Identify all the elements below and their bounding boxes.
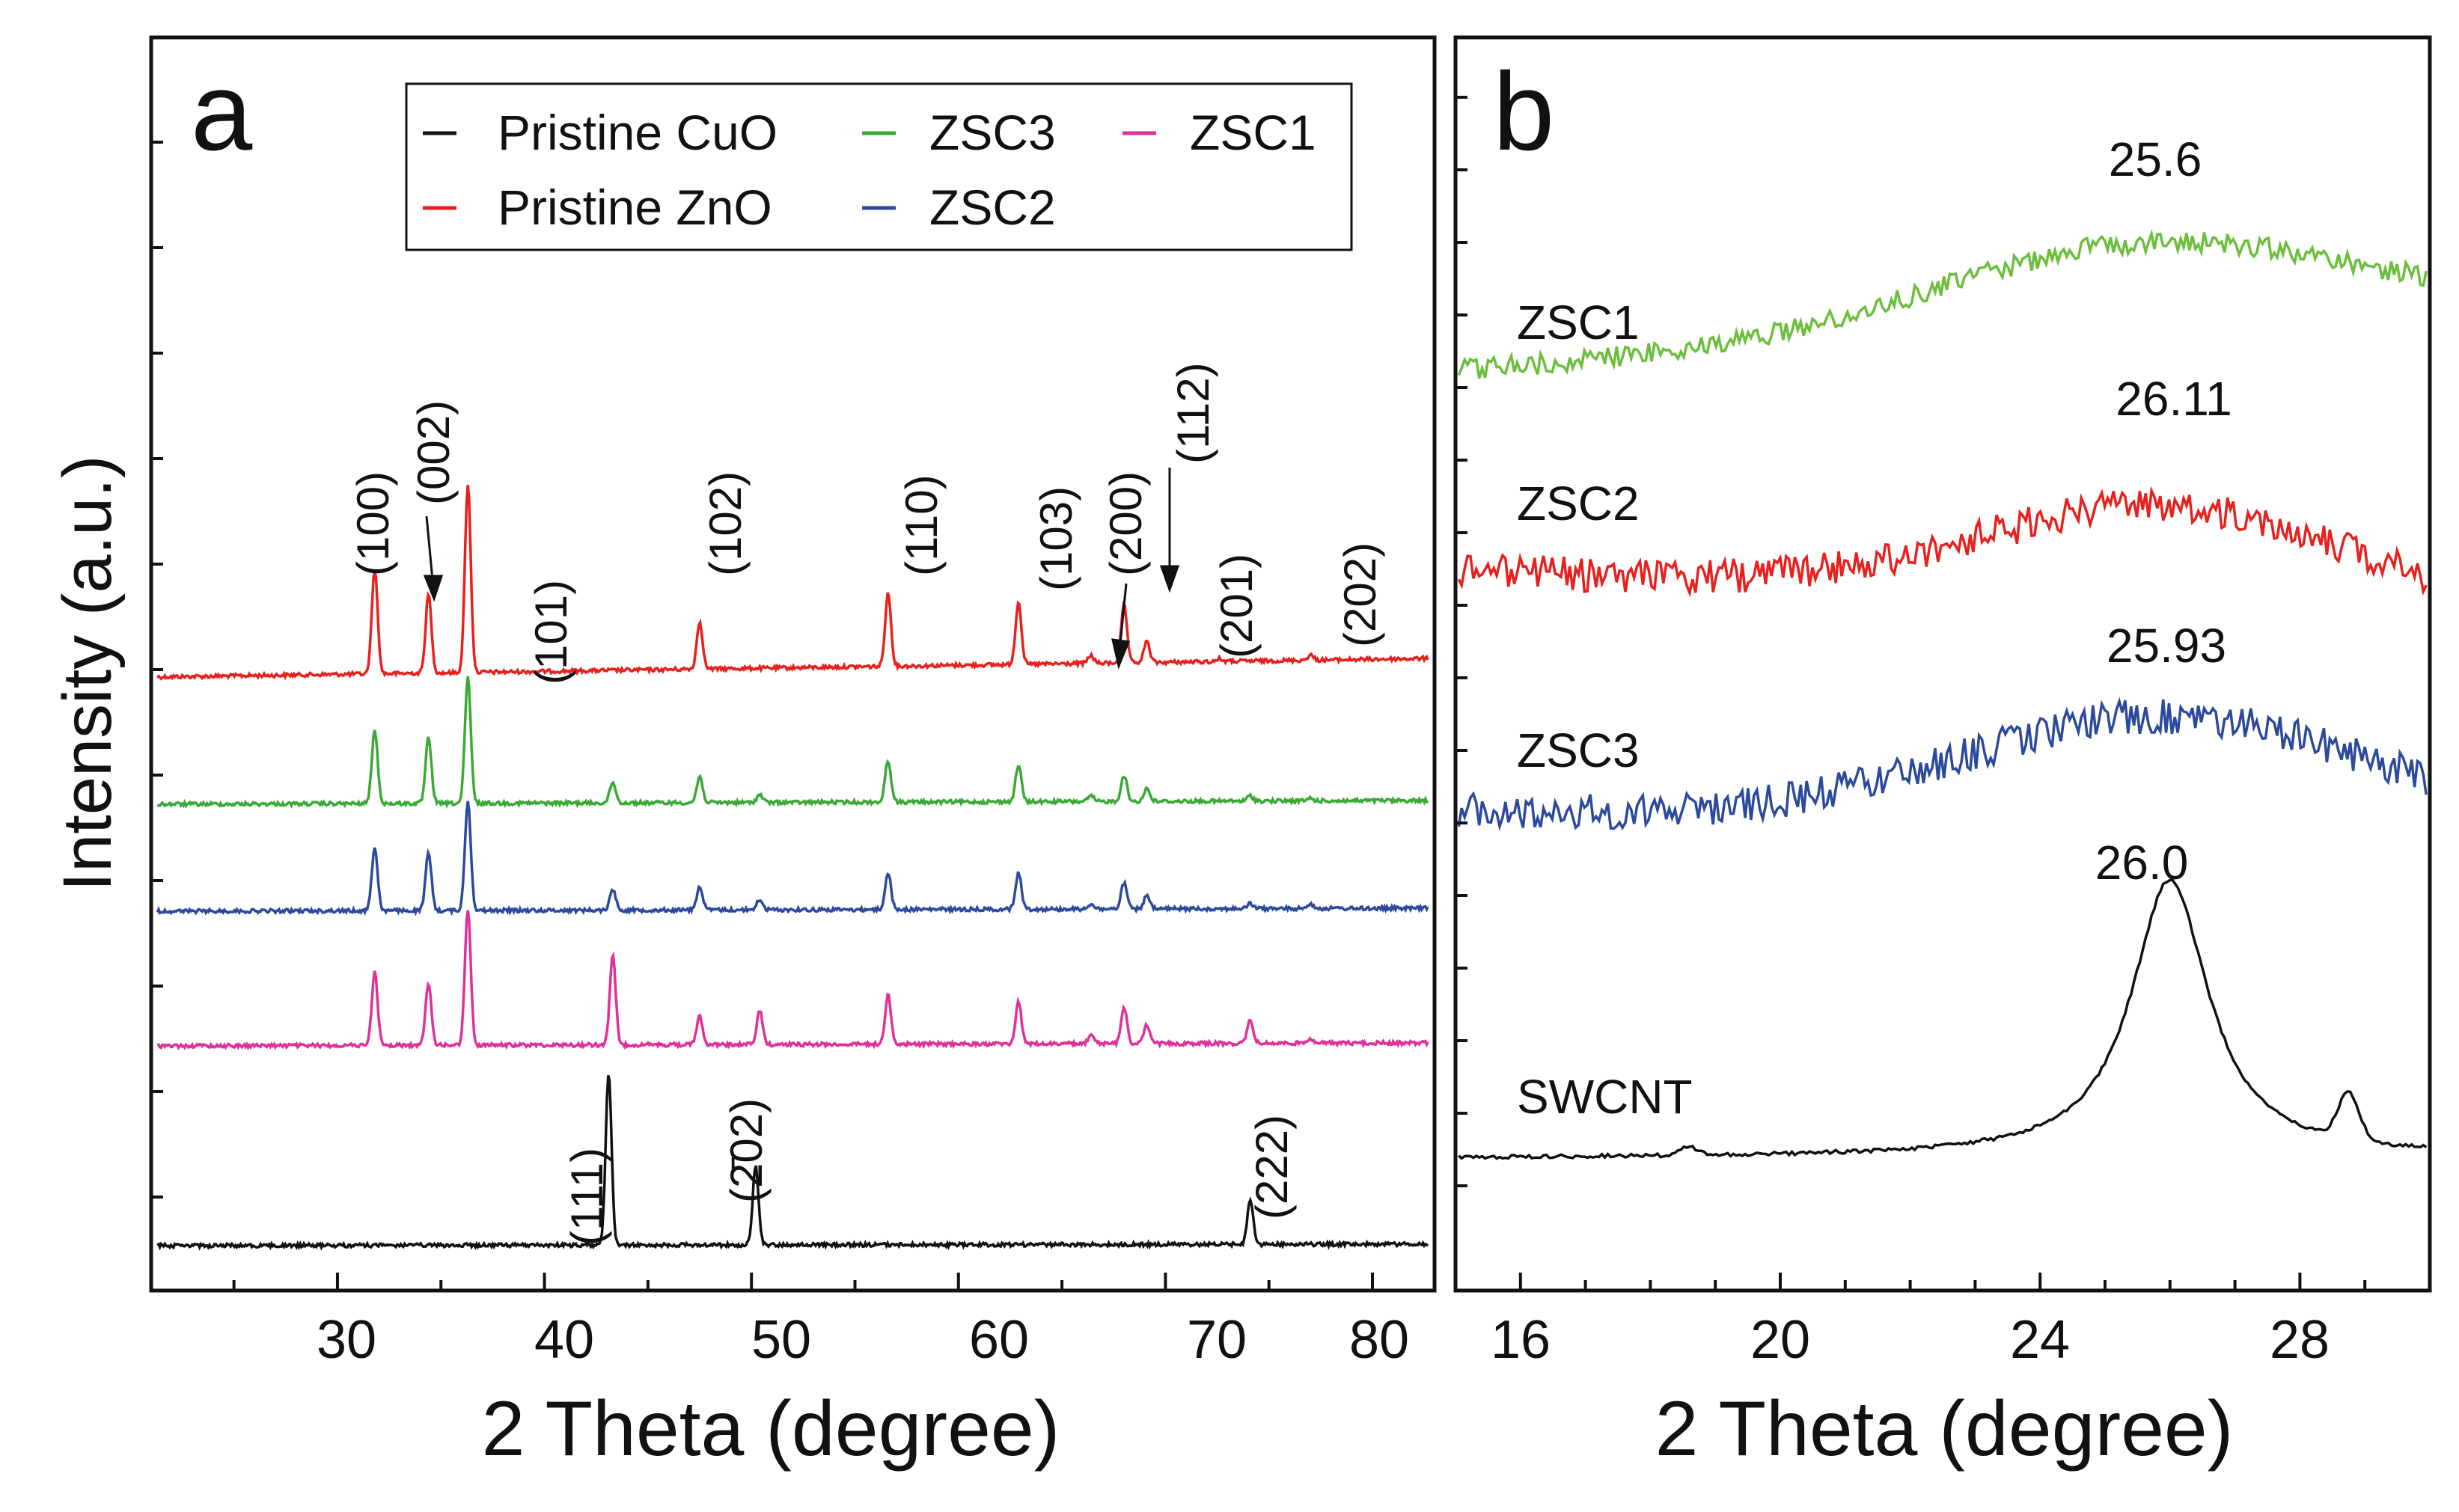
trace-b-swcnt xyxy=(1458,878,2428,1160)
trace-pristine-zno xyxy=(156,485,1429,681)
peak-label-200: (200) xyxy=(1101,471,1151,576)
peak-label-112: (112) xyxy=(1168,362,1218,464)
panel-a-xtick-label: 50 xyxy=(751,1310,811,1370)
peak-label-102: (102) xyxy=(700,471,751,576)
peak-value-swcnt: 26.0 xyxy=(2095,836,2189,890)
panel-b-peak-values: 25.6 26.11 25.93 26.0 xyxy=(2095,132,2232,890)
panel-a-xtick-label: 60 xyxy=(969,1310,1029,1370)
legend-label-pristine-cuo: Pristine CuO xyxy=(498,105,778,160)
panel-a-xtick-labels: 30 40 50 60 70 80 xyxy=(317,1310,1409,1370)
legend-label-zsc3: ZSC3 xyxy=(929,105,1056,160)
panel-a-peak-labels: (100) (002) (101) (102) (110) (103) (200… xyxy=(348,362,1385,1246)
panel-b-xtick-label: 28 xyxy=(2270,1310,2330,1370)
panel-b-xlabel: 2 Theta (degree) xyxy=(1655,1386,2234,1472)
legend-label-zsc2: ZSC2 xyxy=(929,180,1056,235)
peak-value-zsc2: 26.11 xyxy=(2116,372,2232,426)
arrow-200-shaft xyxy=(1119,583,1128,644)
panel-a-xtick-label: 30 xyxy=(317,1310,376,1370)
peak-label-101: (101) xyxy=(526,580,576,685)
peak-label-222: (222) xyxy=(1247,1115,1297,1219)
trace-zsc3 xyxy=(156,676,1429,809)
trace-pristine-cuo xyxy=(156,1074,1429,1252)
trace-b-zsc2 xyxy=(1457,486,2428,598)
trace-b-zsc3 xyxy=(1457,697,2428,831)
peak-label-111: (111) xyxy=(562,1148,612,1246)
panel-a-xlabel: 2 Theta (degree) xyxy=(482,1386,1060,1472)
arrow-002-shaft xyxy=(425,515,434,581)
panel-a-xtick-label: 70 xyxy=(1187,1310,1247,1370)
panel-a-xtick-label: 80 xyxy=(1349,1310,1409,1370)
peak-label-201: (201) xyxy=(1212,554,1262,658)
panel-b-traces xyxy=(1457,228,2428,1160)
peak-value-zsc3: 25.93 xyxy=(2107,619,2226,673)
panel-a-legend: Pristine CuO ZSC3 ZSC1 Pristine ZnO ZSC2 xyxy=(405,82,1353,251)
panel-a-xtick-label: 40 xyxy=(534,1310,594,1370)
panel-a-arrows xyxy=(423,468,1180,670)
peak-label-002: (002) xyxy=(409,400,459,505)
trace-b-zsc1 xyxy=(1457,228,2428,379)
panel-a-ticks xyxy=(151,141,1375,1291)
panel-b-xtick-label: 24 xyxy=(2010,1310,2070,1370)
legend-label-zsc1: ZSC1 xyxy=(1190,105,1316,160)
panel-b-xtick-label: 16 xyxy=(1491,1310,1551,1370)
trace-label-zsc2: ZSC2 xyxy=(1517,477,1640,530)
panel-b-label: b xyxy=(1493,50,1554,174)
legend-label-pristine-zno: Pristine ZnO xyxy=(498,180,772,235)
trace-label-zsc1: ZSC1 xyxy=(1517,296,1640,349)
peak-label-103: (103) xyxy=(1031,486,1081,591)
panel-b-xtick-label: 20 xyxy=(1750,1310,1810,1370)
peak-label-202: (202) xyxy=(1335,542,1385,647)
peak-label-100: (100) xyxy=(348,471,398,576)
panel-b: b 2 Theta (degree) 16 20 24 28 ZSC1 ZSC2… xyxy=(1453,35,2432,1472)
panel-a-label: a xyxy=(191,50,253,174)
panel-a-ylabel: Intensity (a.u.) xyxy=(49,456,126,892)
panel-b-xtick-labels: 16 20 24 28 xyxy=(1491,1310,2330,1370)
peak-label-110: (110) xyxy=(896,474,947,576)
panel-b-trace-labels: ZSC1 ZSC2 ZSC3 SWCNT xyxy=(1517,296,1693,1124)
arrow-112-head xyxy=(1159,565,1180,593)
peak-label-2bar02: (2̄02) xyxy=(721,1098,772,1203)
trace-zsc2 xyxy=(156,801,1429,916)
panel-b-frame xyxy=(1453,35,2432,1293)
trace-label-swcnt: SWCNT xyxy=(1517,1070,1693,1124)
trace-label-zsc3: ZSC3 xyxy=(1517,723,1640,777)
panel-a-frame xyxy=(149,35,1437,1293)
legend-box xyxy=(405,82,1353,251)
panel-a-traces xyxy=(156,485,1429,1252)
arrow-002-head xyxy=(423,575,444,602)
panel-a: a Intensity (a.u.) 2 Theta (degree) 30 4… xyxy=(49,35,1437,1472)
arrow-200-head xyxy=(1111,638,1131,670)
trace-zsc1 xyxy=(156,910,1429,1050)
peak-value-zsc1: 25.6 xyxy=(2109,132,2202,186)
